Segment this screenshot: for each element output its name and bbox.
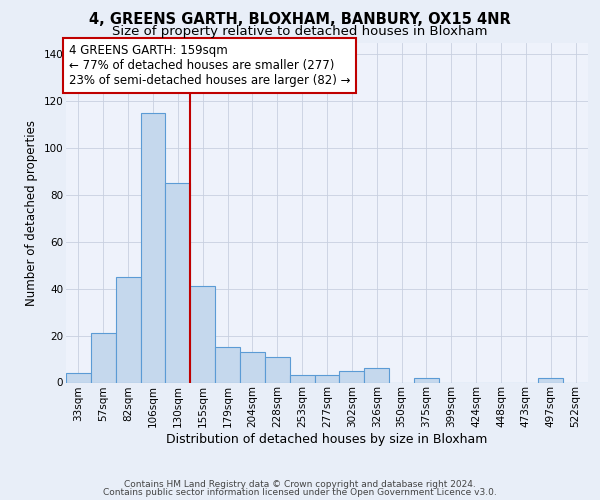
Bar [290, 376, 314, 382]
Text: Contains HM Land Registry data © Crown copyright and database right 2024.: Contains HM Land Registry data © Crown c… [124, 480, 476, 489]
Bar [538, 378, 563, 382]
Bar [166, 183, 190, 382]
Bar [140, 113, 166, 382]
Bar [116, 277, 140, 382]
Bar [66, 373, 91, 382]
Bar [314, 376, 340, 382]
Bar [240, 352, 265, 382]
X-axis label: Distribution of detached houses by size in Bloxham: Distribution of detached houses by size … [166, 433, 488, 446]
Bar [364, 368, 389, 382]
Bar [215, 348, 240, 382]
Text: Size of property relative to detached houses in Bloxham: Size of property relative to detached ho… [112, 25, 488, 38]
Bar [190, 286, 215, 382]
Y-axis label: Number of detached properties: Number of detached properties [25, 120, 38, 306]
Bar [265, 356, 290, 382]
Bar [91, 334, 116, 382]
Bar [414, 378, 439, 382]
Text: 4, GREENS GARTH, BLOXHAM, BANBURY, OX15 4NR: 4, GREENS GARTH, BLOXHAM, BANBURY, OX15 … [89, 12, 511, 28]
Text: 4 GREENS GARTH: 159sqm
← 77% of detached houses are smaller (277)
23% of semi-de: 4 GREENS GARTH: 159sqm ← 77% of detached… [68, 44, 350, 87]
Text: Contains public sector information licensed under the Open Government Licence v3: Contains public sector information licen… [103, 488, 497, 497]
Bar [340, 371, 364, 382]
